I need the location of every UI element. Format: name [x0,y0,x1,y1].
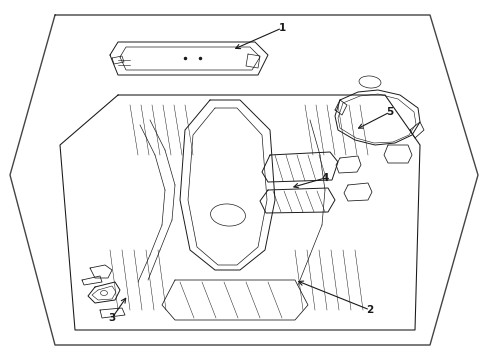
Ellipse shape [358,76,380,88]
Text: 4: 4 [321,173,328,183]
Ellipse shape [101,291,107,296]
Ellipse shape [210,204,245,226]
Text: 5: 5 [386,107,393,117]
Text: 2: 2 [366,305,373,315]
Text: 3: 3 [108,313,115,323]
Text: 1: 1 [278,23,285,33]
